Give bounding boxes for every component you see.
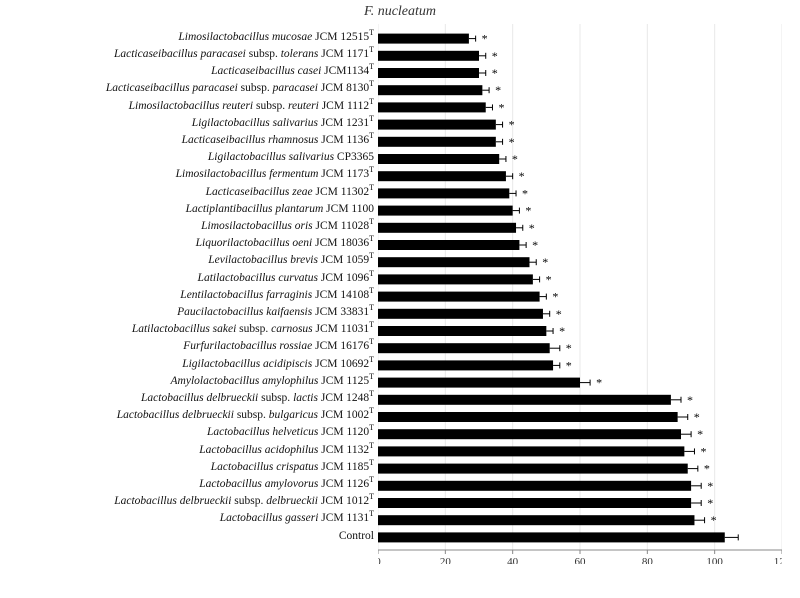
y-axis-label: Amylolactobacillus amylophilus JCM 1125T xyxy=(171,376,374,388)
svg-text:*: * xyxy=(559,324,565,338)
svg-text:*: * xyxy=(707,496,713,510)
svg-text:60: 60 xyxy=(575,556,587,564)
svg-text:0: 0 xyxy=(378,556,381,564)
y-axis-label: Lactobacillus delbrueckii subsp. lactis … xyxy=(141,393,374,405)
svg-text:*: * xyxy=(546,272,552,286)
y-axis-label: Furfurilactobacillus rossiae JCM 16176T xyxy=(183,341,374,353)
svg-text:*: * xyxy=(509,118,515,132)
svg-text:*: * xyxy=(556,307,562,321)
svg-text:*: * xyxy=(512,152,518,166)
svg-text:120: 120 xyxy=(774,556,782,564)
y-axis-label: Lactobacillus delbrueckii subsp. delbrue… xyxy=(114,496,374,508)
svg-text:*: * xyxy=(566,341,572,355)
y-axis-label: Lentilactobacillus farraginis JCM 14108T xyxy=(180,290,374,302)
svg-text:*: * xyxy=(687,393,693,407)
svg-text:*: * xyxy=(542,255,548,269)
svg-text:*: * xyxy=(529,221,535,235)
y-axis-label: Ligilactobacillus acidipiscis JCM 10692T xyxy=(182,359,374,371)
y-axis-label: Lacticaseibacillus paracasei subsp. tole… xyxy=(114,49,374,61)
svg-text:*: * xyxy=(707,479,713,493)
svg-text:40: 40 xyxy=(507,556,519,564)
x-axis: 020406080100120Bacterial viability (% of… xyxy=(378,550,782,564)
svg-text:*: * xyxy=(509,135,515,149)
svg-text:*: * xyxy=(697,427,703,441)
svg-text:80: 80 xyxy=(642,556,654,564)
svg-text:*: * xyxy=(492,49,498,63)
y-axis-label: Limosilactobacillus mucosae JCM 12515T xyxy=(178,32,374,44)
y-axis-label: Ligilactobacillus salivarius JCM 1231T xyxy=(192,118,374,130)
y-axis-label: Lactobacillus helveticus JCM 1120T xyxy=(207,427,374,439)
svg-text:*: * xyxy=(522,186,528,200)
y-axis-label: Limosilactobacillus reuteri subsp. reute… xyxy=(129,101,374,113)
y-axis-label: Lacticaseibacillus zeae JCM 11302T xyxy=(206,187,374,199)
chart-title: F. nucleatum xyxy=(0,4,800,20)
y-axis-label: Levilactobacillus brevis JCM 1059T xyxy=(208,255,374,267)
svg-text:*: * xyxy=(552,290,558,304)
y-axis-label: Lactobacillus crispatus JCM 1185T xyxy=(211,462,374,474)
y-axis-label: Lacticaseibacillus paracasei subsp. para… xyxy=(106,83,374,95)
y-axis-label: Paucilactobacillus kaifaensis JCM 33831T xyxy=(177,307,374,319)
plot-area: ***************************** 0204060801… xyxy=(378,24,782,564)
svg-text:*: * xyxy=(694,410,700,424)
y-axis-label: Limosilactobacillus oris JCM 11028T xyxy=(201,221,374,233)
y-axis-label: Limosilactobacillus fermentum JCM 1173T xyxy=(176,169,374,181)
svg-text:*: * xyxy=(498,100,504,114)
y-axis-label: Lactobacillus amylovorus JCM 1126T xyxy=(199,479,374,491)
svg-text:*: * xyxy=(711,513,717,527)
svg-text:*: * xyxy=(492,66,498,80)
svg-text:*: * xyxy=(525,204,531,218)
y-axis-label: Lactobacillus delbrueckii subsp. bulgari… xyxy=(117,410,374,422)
y-axis-label: Control xyxy=(339,531,374,543)
y-axis-label: Lactobacillus gasseri JCM 1131T xyxy=(220,513,374,525)
svg-text:*: * xyxy=(482,32,488,46)
y-axis-label: Lacticaseibacillus rhamnosus JCM 1136T xyxy=(182,135,374,147)
bars: ***************************** xyxy=(378,32,738,543)
y-axis-label: Lactobacillus acidophilus JCM 1132T xyxy=(199,445,374,457)
svg-text:*: * xyxy=(596,376,602,390)
y-axis-label: Lactiplantibacillus plantarum JCM 1100 xyxy=(186,204,374,216)
svg-text:*: * xyxy=(700,444,706,458)
y-axis-label: Liquorilactobacillus oeni JCM 18036T xyxy=(196,238,374,250)
svg-text:*: * xyxy=(532,238,538,252)
svg-text:*: * xyxy=(519,169,525,183)
chart-container: { "chart": { "type": "bar-horizontal", "… xyxy=(0,0,800,598)
svg-text:100: 100 xyxy=(706,556,723,564)
y-axis-label: Latilactobacillus curvatus JCM 1096T xyxy=(198,273,374,285)
y-axis-label: Latilactobacillus sakei subsp. carnosus … xyxy=(132,324,374,336)
svg-text:*: * xyxy=(704,462,710,476)
y-axis-label: Ligilactobacillus salivarius CP3365 xyxy=(208,152,374,164)
svg-text:*: * xyxy=(495,83,501,97)
svg-text:*: * xyxy=(566,358,572,372)
svg-text:20: 20 xyxy=(440,556,452,564)
y-axis-label: Lacticaseibacillus casei JCM1134T xyxy=(211,66,374,78)
